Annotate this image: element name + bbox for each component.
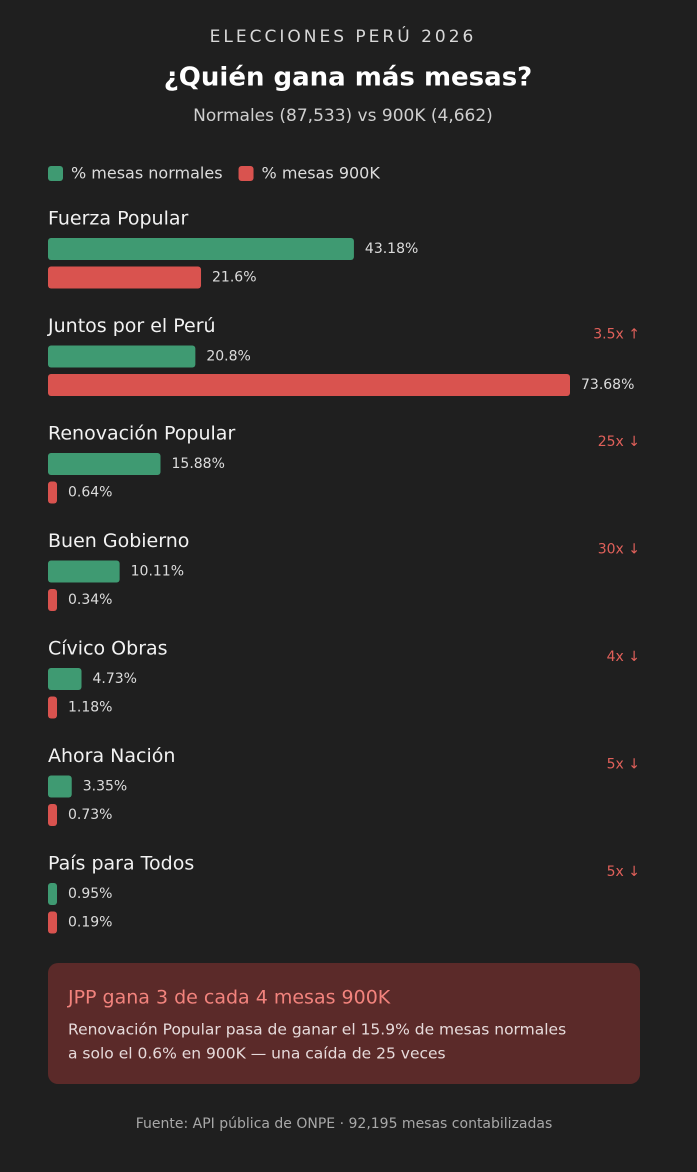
bar [48, 481, 57, 504]
value-label: 15.88% [172, 456, 225, 472]
ratio-annotation: 25x ↓ [598, 434, 640, 450]
category-label: Ahora Nación [48, 745, 175, 767]
callout-line: a solo el 0.6% en 900K — una caída de 25… [68, 1045, 446, 1063]
value-label: 0.95% [68, 886, 112, 902]
bar [48, 453, 161, 475]
value-label: 0.64% [68, 485, 112, 501]
bar [48, 775, 72, 798]
value-label: 3.35% [83, 779, 127, 795]
value-label: 0.34% [68, 592, 112, 608]
bar [48, 668, 82, 690]
value-label: 1.18% [68, 700, 112, 716]
footer: Fuente: API pública de ONPE · 92,195 mes… [136, 1116, 553, 1132]
bar [48, 804, 57, 826]
value-label: 43.18% [365, 241, 418, 257]
category-label: Cívico Obras [48, 638, 168, 660]
value-label: 4.73% [93, 671, 137, 687]
ratio-annotation: 30x ↓ [598, 542, 640, 558]
value-label: 21.6% [212, 270, 256, 286]
ratio-annotation: 4x ↓ [607, 649, 640, 665]
kicker: ELECCIONES PERÚ 2026 [210, 25, 477, 47]
bar [48, 883, 57, 905]
bar [48, 911, 57, 934]
legend-label: % mesas normales [71, 164, 223, 183]
value-label: 0.73% [68, 807, 112, 823]
category-label: Fuerza Popular [48, 208, 189, 230]
category-label: Renovación Popular [48, 423, 235, 445]
bar [48, 266, 202, 289]
value-label: 73.68% [581, 377, 634, 393]
legend-swatch [238, 166, 254, 181]
value-label: 20.8% [206, 349, 250, 365]
chart-subtitle: Normales (87,533) vs 900K (4,662) [193, 106, 493, 126]
callout-box [48, 963, 640, 1084]
bar [48, 345, 196, 368]
callout-line: Renovación Popular pasa de ganar el 15.9… [68, 1021, 566, 1039]
ratio-annotation: 3.5x ↑ [593, 327, 640, 343]
ratio-annotation: 5x ↓ [607, 864, 640, 880]
category-label: Buen Gobierno [48, 530, 189, 552]
legend-label: % mesas 900K [262, 164, 381, 183]
chart-title: ¿Quién gana más mesas? [164, 63, 533, 93]
category-label: Juntos por el Perú [47, 315, 216, 337]
value-label: 10.11% [131, 564, 184, 580]
bar [48, 696, 57, 719]
bar [48, 374, 570, 396]
bar [48, 589, 57, 611]
bar [48, 560, 120, 583]
ratio-annotation: 5x ↓ [607, 757, 640, 773]
callout-title: JPP gana 3 de cada 4 mesas 900K [67, 987, 391, 1009]
legend-swatch [48, 166, 63, 181]
bar [48, 238, 354, 260]
value-label: 0.19% [68, 915, 112, 931]
category-label: País para Todos [48, 853, 194, 875]
